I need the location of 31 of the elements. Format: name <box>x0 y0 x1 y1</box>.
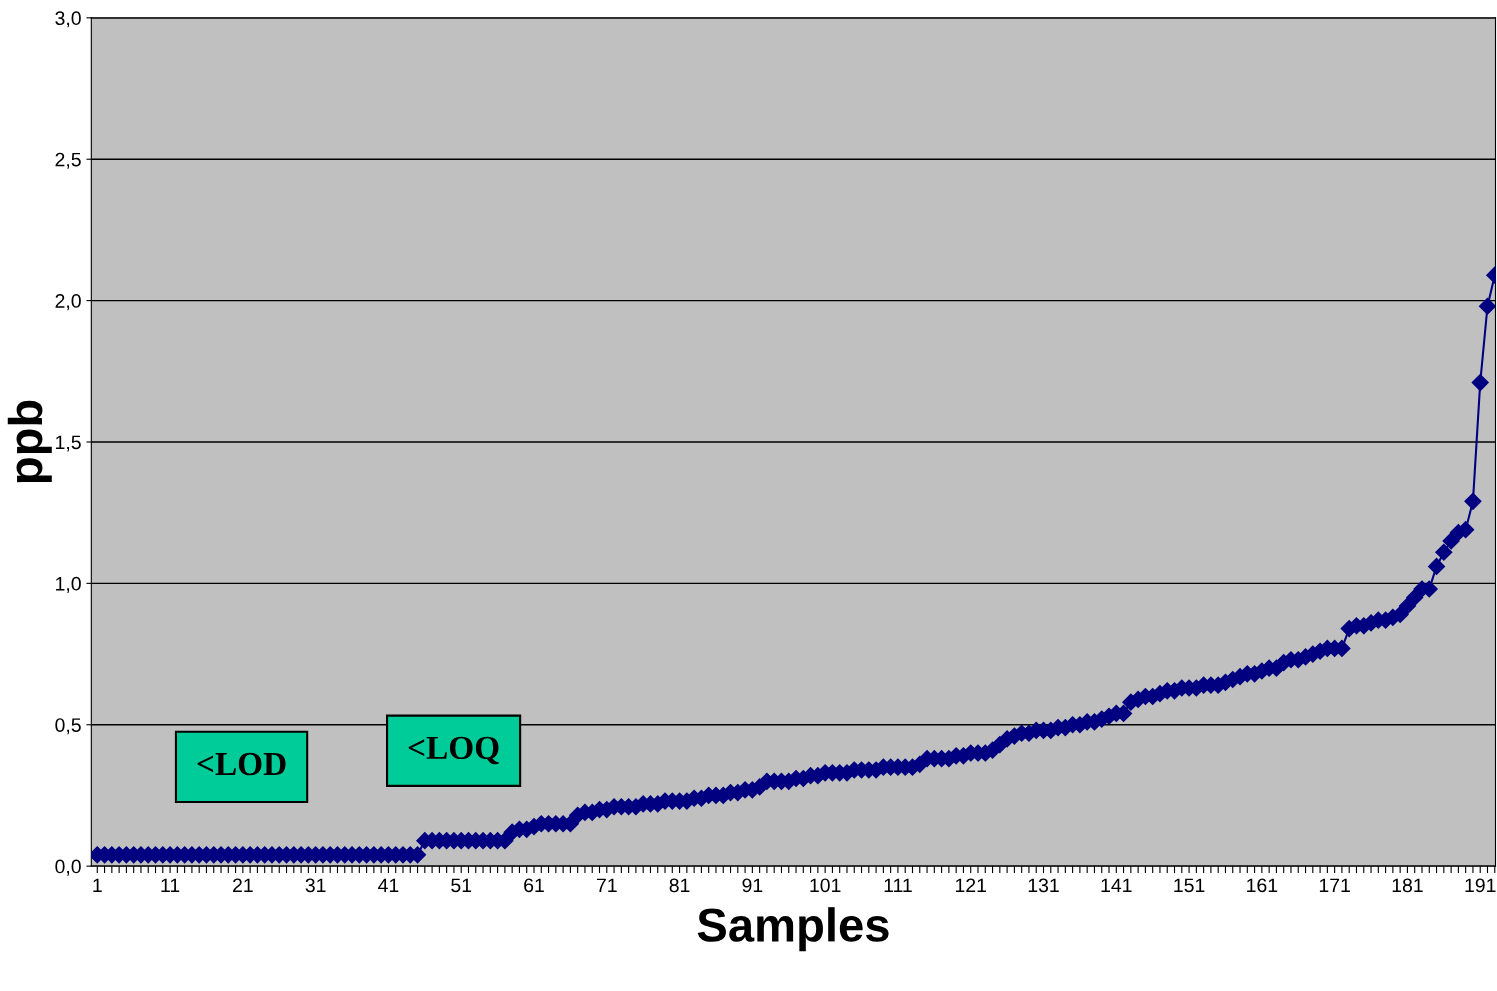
x-tick-label: 131 <box>1028 878 1059 893</box>
y-tick-label: 2,5 <box>55 152 81 169</box>
x-tick-label: 61 <box>524 878 544 893</box>
x-tick-label: 151 <box>1174 878 1205 893</box>
x-tick-label: 101 <box>810 878 841 893</box>
annotation: <LOQ <box>408 736 499 765</box>
x-tick-label: 141 <box>1101 878 1132 893</box>
x-tick-label: 121 <box>955 878 986 893</box>
x-tick-label: 161 <box>1247 878 1278 893</box>
y-axis-title: ppb <box>7 400 52 483</box>
annotation: <LOD <box>197 752 286 776</box>
x-tick-label: 81 <box>669 878 690 893</box>
x-tick-label: 181 <box>1392 878 1423 893</box>
x-tick-label: 41 <box>378 878 399 893</box>
y-tick-label: 0,5 <box>55 718 81 735</box>
x-tick-label: 11 <box>161 878 180 893</box>
x-tick-label: 191 <box>1465 878 1496 893</box>
x-tick-label: 111 <box>884 878 912 893</box>
x-tick-label: 71 <box>596 878 617 893</box>
x-tick-label: 1 <box>93 878 102 893</box>
x-tick-label: 171 <box>1319 878 1350 893</box>
x-tick-label: 91 <box>742 878 763 893</box>
x-tick-label: 21 <box>233 878 253 893</box>
y-tick-label: 1,0 <box>56 576 81 593</box>
x-axis-title: Samples <box>697 907 889 952</box>
x-tick-label: 51 <box>451 878 472 893</box>
y-tick-label: 2,0 <box>55 294 81 311</box>
y-tick-label: 1,5 <box>56 435 81 452</box>
y-tick-label: 3,0 <box>55 11 81 28</box>
x-tick-label: 31 <box>305 878 326 893</box>
y-tick-label: 0,0 <box>55 859 81 876</box>
